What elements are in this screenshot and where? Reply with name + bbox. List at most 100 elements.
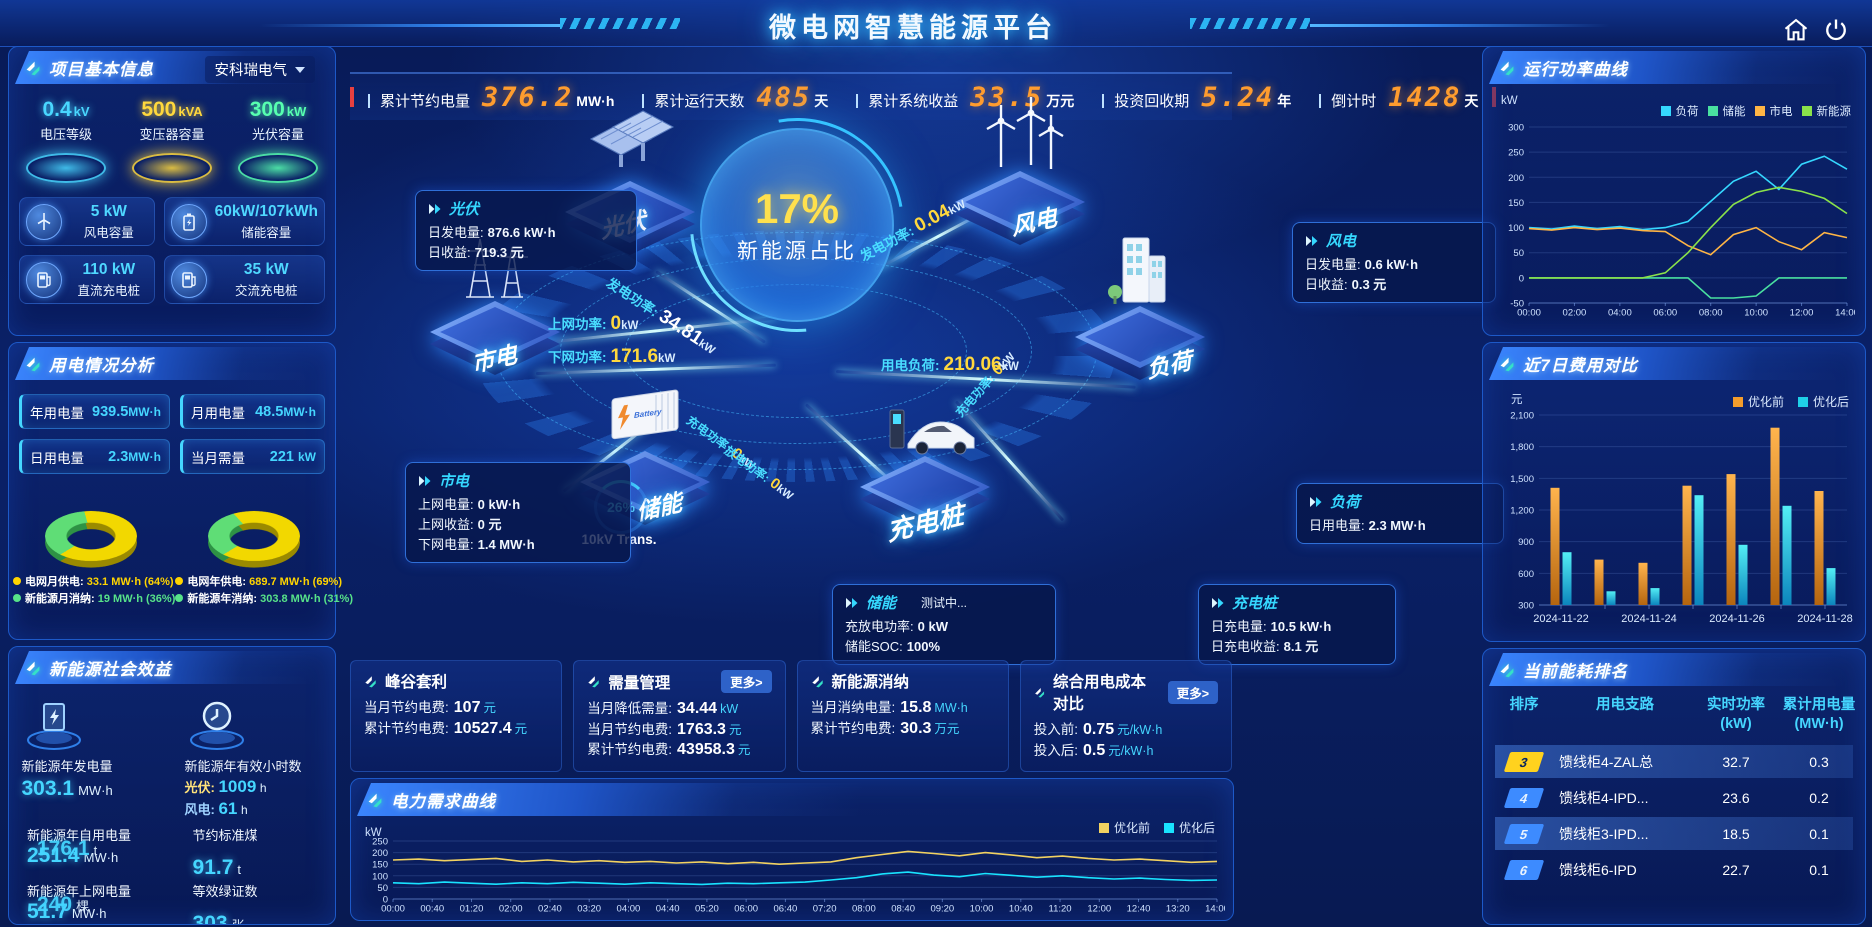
svg-text:1,500: 1,500 [1510,474,1534,485]
supply-donuts [9,490,335,582]
ranking-row: 5 馈线柜3-IPD... 18.5 0.1 [1495,817,1853,850]
more-button[interactable]: 更多> [1167,680,1218,704]
company-select[interactable]: 安科瑞电气 [205,56,316,83]
kpi-countdown: 倒计时 1428 天 [1305,82,1492,113]
svg-text:10:00: 10:00 [1744,308,1768,319]
pedestal-transformer: 500 kVA 变压器容量 [122,98,222,183]
card-corner-icon [1034,687,1044,698]
panel-project-info: 项目基本信息 安科瑞电气 0.4 kV 电压等级 500 kVA 变压器容量 300… [8,46,336,336]
stat-coal: 节约标准煤 91.7 t [192,828,258,879]
panel-corner-icon [1499,356,1515,372]
stat-co2: 176.1 t [37,837,98,860]
svg-text:200: 200 [1508,173,1524,184]
building-icon [1108,237,1166,304]
benefit-extra-stats: 新能源年自用电量 251.4 MW·h 176.1 t 节约标准煤 91.7 t 新能… [9,819,335,924]
panel-cost-compare: 近7日费用对比 元 优化前 优化后 300 600 900 1,200 1,500 1,8… [1482,342,1866,642]
more-button[interactable]: 更多> [721,670,772,693]
legend-grid-year: 电网年供电: 689.7 MW·h (69%) [175,574,353,591]
card-corner-icon [811,675,823,687]
svg-text:07:20: 07:20 [813,904,837,915]
panel-power-curve: 运行功率曲线 kW 负荷 储能 市电 新能源 -50 0 50 100 150 200 25… [1482,46,1866,336]
svg-text:2,100: 2,100 [1510,411,1534,422]
panel-title: 新能源社会效益 [49,660,172,679]
panel-usage-analysis: 用电情况分析 年用电量 939.5MW·h 月用电量 48.5MW·h 日用电量 2.… [8,342,353,640]
company-name: 安科瑞电气 [214,63,287,79]
panel-title: 用电情况分析 [49,356,154,375]
pedestal-voltage: 0.4 kV 电压等级 [16,98,116,183]
svg-text:04:00: 04:00 [1608,308,1632,319]
svg-text:2024-11-22: 2024-11-22 [1533,613,1588,625]
svg-text:02:00: 02:00 [499,904,523,915]
panel-energy-ranking: 当前能耗排名 排序 用电支路 实时功率 (kW) 累计用电量 (MW·h) 3 馈线… [1482,648,1866,925]
kpi-system-income: 累计系统收益 33.5 万元 [842,82,1088,113]
svg-text:10:00: 10:00 [970,904,994,915]
card-renewable-absorb: 新能源消纳 当月消纳电量: 15.8 MW·h 累计节约电费: 30.3 万元 [796,660,1009,772]
cost-legend: 优化前 优化后 [1732,393,1849,410]
flow-grid-up: 上网功率: 0kW [548,313,639,334]
svg-text:2024-11-28: 2024-11-28 [1797,613,1852,625]
renewable-share-orb: 17% 新能源占比 [646,74,948,376]
svg-text:04:40: 04:40 [656,904,680,915]
stat-month-usage: 月用电量 48.5MW·h [179,394,325,429]
panel-cost-header: 近7日费用对比 [1489,347,1859,380]
stat-trees: 240 棵 [37,893,90,916]
svg-text:150: 150 [372,860,388,871]
ranking-row: 4 馈线柜4-IPD... 23.6 0.2 [1495,781,1853,814]
card-corner-icon [365,675,376,687]
donut-legends: 电网月供电: 33.1 MW·h (64%) 新能源月消纳: 19 MW·h (… [9,574,353,608]
card-corner-icon [588,676,599,688]
tile-storage-capacity: 60kW/107kWh 储能容量 [163,197,325,246]
svg-text:150: 150 [1508,198,1524,209]
header-hatch-right [1190,18,1310,29]
arrow-icon [429,203,441,214]
infobox-load: 负荷 日用电量: 2.3 MW·h [1296,483,1504,544]
svg-text:03:20: 03:20 [577,904,601,915]
pedestal-glow [132,153,212,183]
svg-text:01:20: 01:20 [460,904,484,915]
kpi-payback: 投资回收期 5.24 年 [1088,82,1305,113]
tile-wind-capacity: 5 kW 风电容量 [19,197,155,246]
svg-text:11:20: 11:20 [1049,904,1072,915]
panel-title: 近7日费用对比 [1523,356,1639,375]
stat-year-usage: 年用电量 939.5MW·h [19,394,170,429]
svg-text:2024-11-24: 2024-11-24 [1621,613,1676,625]
benefit-generation: 新能源年发电量 303.1 MW·h [12,694,170,819]
panel-corner-icon [1499,60,1515,76]
svg-text:06:40: 06:40 [773,904,797,915]
benefit-hours: 新能源年有效小时数 光伏: 1009 h 风电: 61 h [175,694,333,819]
renewable-share-value: 17% [754,185,840,232]
svg-text:12:00: 12:00 [1790,308,1814,319]
card-cost-compare: 综合用电成本对比 更多> 投入前: 0.75 元/kW·h 投入后: 0.5 元/kW·… [1019,660,1232,772]
capacity-tiles: 5 kW 风电容量 60kW/107kWh 储能容量 110 kW 直流充电桩 35 … [9,183,335,304]
home-icon[interactable] [1782,16,1810,44]
svg-text:100: 100 [1508,223,1524,234]
infobox-storage: 储能 测试中... 充放电功率: 0 kW 储能SOC: 100% [832,584,1056,665]
benefit-columns: 新能源年发电量 303.1 MW·h 新能源年有效小时数 光伏: 1009 h 风… [9,684,335,819]
infobox-grid: 市电 上网电量: 0 kW·h 上网收益: 0 元 下网电量: 1.4 MW·h [405,462,631,563]
legend-grid-month: 电网月供电: 33.1 MW·h (64%) [13,574,175,591]
svg-text:08:00: 08:00 [852,904,876,915]
svg-text:0: 0 [383,895,388,906]
kpi-saved-energy: 累计节约电量 376.2 MW·h [354,82,628,113]
kpi-run-days: 累计运行天数 485 天 [628,82,842,113]
power-icon[interactable] [1822,16,1850,44]
tile-dc-charger: 110 kW 直流充电桩 [19,255,155,304]
arrow-icon [1306,235,1318,246]
cost-chart: 300 600 900 1,200 1,500 1,800 2,100 2024-11-22 2… [1491,409,1855,631]
svg-text:2024-11-26: 2024-11-26 [1709,613,1764,625]
panel-social-benefits: 新能源社会效益 新能源年发电量 303.1 MW·h 新能源年有效小时数 光伏: … [8,646,336,925]
renewable-share-label: 新能源占比 [737,240,857,263]
clock-icon [185,694,249,752]
svg-text:08:00: 08:00 [1699,308,1723,319]
demand-y-label: kW [365,827,382,839]
cost-y-label: 元 [1511,394,1523,406]
svg-text:100: 100 [372,871,388,882]
svg-text:900: 900 [1518,537,1534,548]
svg-text:12:40: 12:40 [1127,904,1151,915]
energy-doc-icon [22,694,86,752]
node-load-label: 负荷 [1145,346,1194,384]
power-legend: 负荷 储能 市电 新能源 [1660,103,1851,119]
donut-month-supply [44,510,137,568]
legend-renewable-month: 新能源月消纳: 19 MW·h (36%) [13,591,175,608]
panel-corner-icon [25,660,41,676]
